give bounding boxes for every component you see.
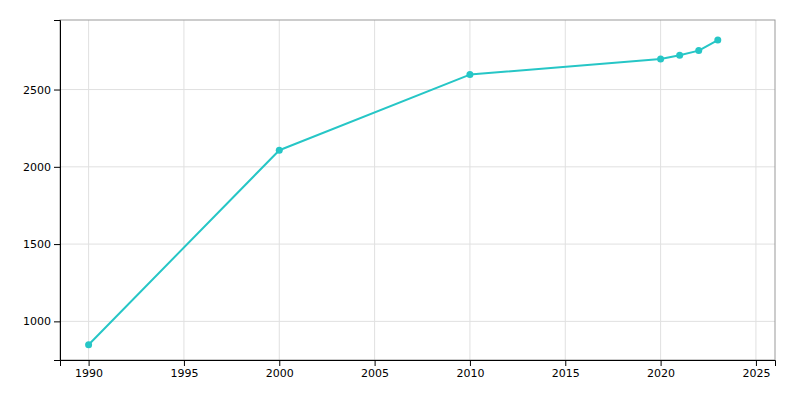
tick: 2020	[647, 360, 675, 380]
tick: 2000	[23, 161, 60, 174]
point	[676, 52, 683, 59]
grid-line	[183, 20, 184, 360]
tick-label: 2025	[742, 367, 770, 380]
tick: 1995	[170, 360, 198, 380]
tick-label: 2000	[23, 161, 51, 174]
point	[657, 56, 664, 63]
tick: 1000	[23, 315, 60, 328]
tick-label: 2500	[23, 84, 51, 97]
point	[276, 147, 283, 154]
tick-mark	[54, 90, 60, 91]
grid-line	[755, 20, 756, 360]
tick-label: 2000	[266, 367, 294, 380]
axis-line	[61, 361, 776, 367]
tick-mark	[756, 360, 757, 366]
tick-mark	[54, 167, 60, 168]
grid-line	[660, 20, 661, 360]
tick: 2000	[266, 360, 294, 380]
grid-line	[60, 89, 775, 90]
tick: 2010	[456, 360, 484, 380]
tick-mark	[375, 360, 376, 366]
axis-line	[54, 21, 61, 361]
marks	[85, 37, 721, 349]
tick-label: 2015	[552, 367, 580, 380]
grid-line	[279, 20, 280, 360]
tick-label: 1000	[23, 315, 51, 328]
x-axis: 1990 1995 2000 2005 2010 2015 2020 2025	[61, 360, 776, 380]
grid-line	[60, 321, 775, 322]
tick-mark	[279, 360, 280, 366]
tick: 2005	[361, 360, 389, 380]
tick: 2025	[742, 360, 770, 380]
point	[85, 341, 92, 348]
tick: 2015	[552, 360, 580, 380]
plot-frame	[60, 20, 775, 360]
tick: 2500	[23, 84, 60, 97]
tick-label: 1990	[75, 367, 103, 380]
tick-label: 2005	[361, 367, 389, 380]
tick-label: 2020	[647, 367, 675, 380]
tick-label: 1500	[23, 238, 51, 251]
grid-line	[374, 20, 375, 360]
tick-mark	[661, 360, 662, 366]
grid-line	[60, 166, 775, 167]
grid-line	[88, 20, 89, 360]
tick-mark	[470, 360, 471, 366]
point	[466, 71, 473, 78]
y-axis: 1000 1500 2000 2500	[23, 21, 61, 361]
grid-line	[469, 20, 470, 360]
tick-mark	[54, 244, 60, 245]
tick-label: 1995	[170, 367, 198, 380]
tick-mark	[54, 321, 60, 322]
point	[695, 47, 702, 54]
tick: 1990	[75, 360, 103, 380]
line	[89, 40, 718, 345]
grid	[60, 20, 775, 360]
tick-mark	[565, 360, 566, 366]
chart: 1990 1995 2000 2005 2010 2015 2020 2025 1000 1500…	[0, 0, 800, 400]
plot: 1990 1995 2000 2005 2010 2015 2020 2025 1000 1500…	[23, 20, 776, 380]
grid-line	[60, 244, 775, 245]
tick-mark	[184, 360, 185, 366]
tick: 1500	[23, 238, 60, 251]
grid-line	[565, 20, 566, 360]
tick-label: 2010	[456, 367, 484, 380]
tick-mark	[89, 360, 90, 366]
point	[714, 37, 721, 44]
